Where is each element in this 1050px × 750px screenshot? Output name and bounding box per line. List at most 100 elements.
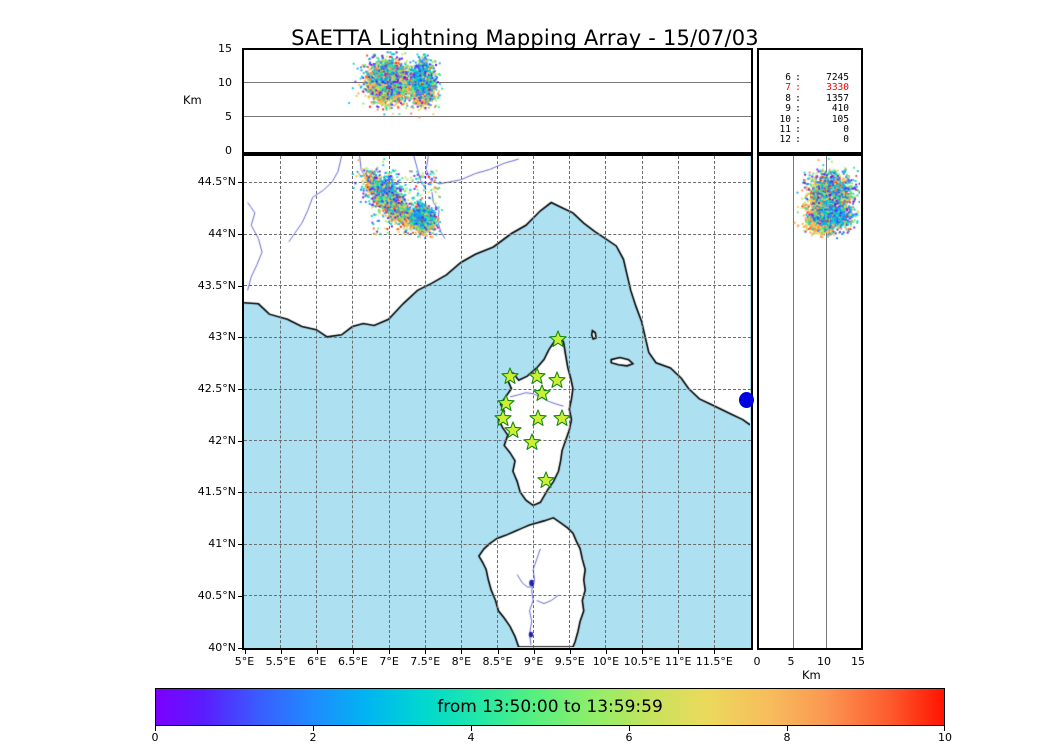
map-xtick-mark [497,650,499,654]
legend-value: 1357 [826,92,849,104]
map-ytick: 42.5°N [197,382,236,396]
map-ytick-mark [238,234,242,236]
map-ytick-mark [238,182,242,184]
map-xtick: 9.5°E [554,655,585,668]
map-ytick-mark [238,440,242,442]
right-xtick-5: 5 [787,655,795,668]
colorbar-label: from 13:50:00 to 13:59:59 [437,697,663,717]
map-xtick-mark [642,650,644,654]
colorbar-tick-mark [629,726,630,731]
colorbar-tick-label: 6 [625,731,633,744]
map-xtick-mark [352,650,354,654]
legend-key: 12 [779,134,791,146]
map-ytick: 44°N [208,227,236,241]
map-xtick: 5°E [234,655,255,668]
map-xtick: 6°E [307,655,327,668]
map-ytick: 43.5°N [197,278,236,292]
legend-value: 410 [831,103,849,115]
map-xtick-mark [389,650,391,654]
legend-sep: : [795,103,801,115]
map-ytick-mark [238,595,242,597]
right-xtick-0: 0 [753,655,761,668]
map-ytick: 41.5°N [197,485,236,499]
top-ytick-5: 5 [225,110,232,123]
map-ytick-mark [238,492,242,494]
legend-sep: : [795,72,801,83]
map-xtick: 5.5°E [265,655,296,668]
map-xtick-mark [425,650,427,654]
legend-row: 10 : 105 [767,113,849,125]
page-title: SAETTA Lightning Mapping Array - 15/07/0… [291,26,759,50]
legend-row: 7 : 3330 [767,82,849,94]
station-count-table: 6 : 7245 7 : 3330 8 : 1357 9 : 410 10 : … [767,72,849,146]
legend-row: 9 : 410 [767,103,849,115]
legend-key: 9 [785,103,791,115]
legend-sep: : [795,124,801,136]
legend-row: 8 : 1357 [767,92,849,104]
colorbar-tick-label: 2 [309,731,317,744]
map-xtick: 6.5°E [337,655,368,668]
altitude-latitude-panel [757,154,863,650]
legend-key: 10 [779,113,791,125]
top-ytick-15: 15 [218,42,232,55]
legend-sep: : [795,113,801,125]
legend-value: 0 [843,134,849,146]
map-xtick-mark [569,650,571,654]
map-ytick: 40.5°N [197,588,236,602]
map-xtick-mark [280,650,282,654]
map-xtick: 8°E [451,655,472,668]
top-ytick-0: 0 [225,144,232,157]
legend-value: 3330 [826,82,849,94]
map-xtick-mark [244,650,246,654]
top-panel-ylabel: Km [183,93,202,107]
right-panel-xlabel: Km [802,668,821,682]
top-scatter-canvas [244,50,750,151]
map-xtick: 11°E [664,655,692,668]
map-xtick: 7°E [379,655,399,668]
map-scatter-canvas [244,156,750,647]
time-colorbar[interactable] [155,688,945,726]
edge-location-marker[interactable] [739,392,754,408]
map-xtick: 7.5°E [410,655,441,668]
map-ytick-mark [238,647,242,649]
map-xtick-mark [533,650,535,654]
top-ytick-10: 10 [218,76,232,89]
map-ytick-mark [238,389,242,391]
colorbar-tick-mark [155,726,156,731]
station-count-legend-panel: 6 : 7245 7 : 3330 8 : 1357 9 : 410 10 : … [757,48,863,154]
altitude-longitude-panel [242,48,753,154]
map-ytick-mark [238,337,242,339]
map-ytick: 44.5°N [197,175,236,189]
colorbar-tick-label: 4 [467,731,475,744]
map-ytick: 42°N [208,433,236,447]
map-ytick: 40°N [208,640,236,654]
legend-value: 105 [831,113,849,125]
legend-value: 0 [843,124,849,136]
map-xtick-mark [461,650,463,654]
map-ytick-mark [238,285,242,287]
colorbar-tick-mark [313,726,314,731]
map-xtick: 10.5°E [623,655,661,668]
colorbar-tick-mark [787,726,788,731]
colorbar-tick-mark [944,726,945,731]
legend-sep: : [795,134,801,146]
map-xtick-mark [678,650,680,654]
map-panel[interactable] [242,154,753,650]
legend-key: 6 [785,72,791,83]
right-scatter-canvas [759,156,860,647]
legend-row: 12 : 0 [767,134,849,146]
legend-key: 11 [779,124,791,136]
legend-key: 7 [785,82,791,94]
map-xtick: 9°E [523,655,544,668]
colorbar-tick-label: 8 [783,731,791,744]
colorbar-tick-label: 0 [151,731,159,744]
colorbar-tick-mark [471,726,472,731]
right-xtick-15: 15 [851,655,865,668]
map-ytick-mark [238,544,242,546]
legend-row: 6 : 7245 [767,72,849,83]
map-xtick: 11.5°E [695,655,733,668]
map-xtick-mark [605,650,607,654]
colorbar-tick-label: 10 [938,731,952,744]
legend-sep: : [795,92,801,104]
legend-value: 7245 [826,72,849,83]
